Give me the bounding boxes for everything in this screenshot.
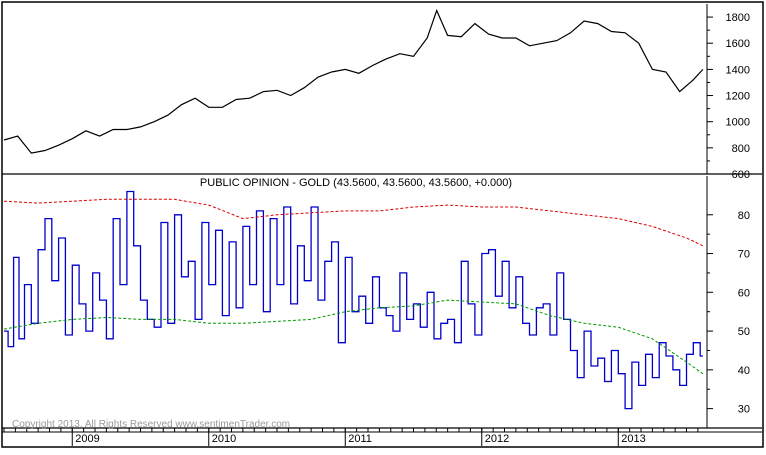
x-year-label: 2013 xyxy=(621,433,645,445)
price-y-tick-label: 1200 xyxy=(726,91,750,103)
x-year-label: 2010 xyxy=(212,433,236,445)
price-y-tick-label: 1600 xyxy=(726,38,750,50)
public-opinion-line xyxy=(4,190,703,410)
outer-frame xyxy=(1,1,764,448)
public-opinion-title: PUBLIC OPINION - GOLD (43.5600, 43.5600,… xyxy=(200,177,512,189)
x-axis: 2009 2010 2011 2012 2013 xyxy=(2,428,762,446)
price-y-tick-label: 1000 xyxy=(726,117,750,129)
opinion-y-tick-label: 60 xyxy=(738,287,750,299)
price-y-tick-label: 1400 xyxy=(726,64,750,76)
price-y-tick-label: 800 xyxy=(732,143,750,155)
gold-price-panel: 600 800 1000 1200 1400 1600 1800 xyxy=(2,4,762,181)
lower-band-line xyxy=(3,299,704,375)
opinion-y-tick-label: 50 xyxy=(738,326,750,338)
copyright-notice: Copyright 2013, All Rights Reserved www.… xyxy=(12,419,290,430)
public-opinion-panel: 30 40 50 60 70 80 xyxy=(2,176,762,429)
opinion-y-tick-label: 40 xyxy=(738,365,750,377)
opinion-y-tick-label: 80 xyxy=(738,210,750,222)
opinion-y-tick-label: 30 xyxy=(738,404,750,416)
gold-price-line xyxy=(3,8,704,154)
x-year-label: 2009 xyxy=(75,433,99,445)
price-y-tick-label: 1800 xyxy=(726,12,750,24)
x-year-label: 2012 xyxy=(485,433,509,445)
price-y-tick-label: 600 xyxy=(732,169,750,181)
x-year-label: 2011 xyxy=(348,433,372,445)
opinion-y-tick-label: 70 xyxy=(738,249,750,261)
upper-band-line xyxy=(3,198,704,247)
